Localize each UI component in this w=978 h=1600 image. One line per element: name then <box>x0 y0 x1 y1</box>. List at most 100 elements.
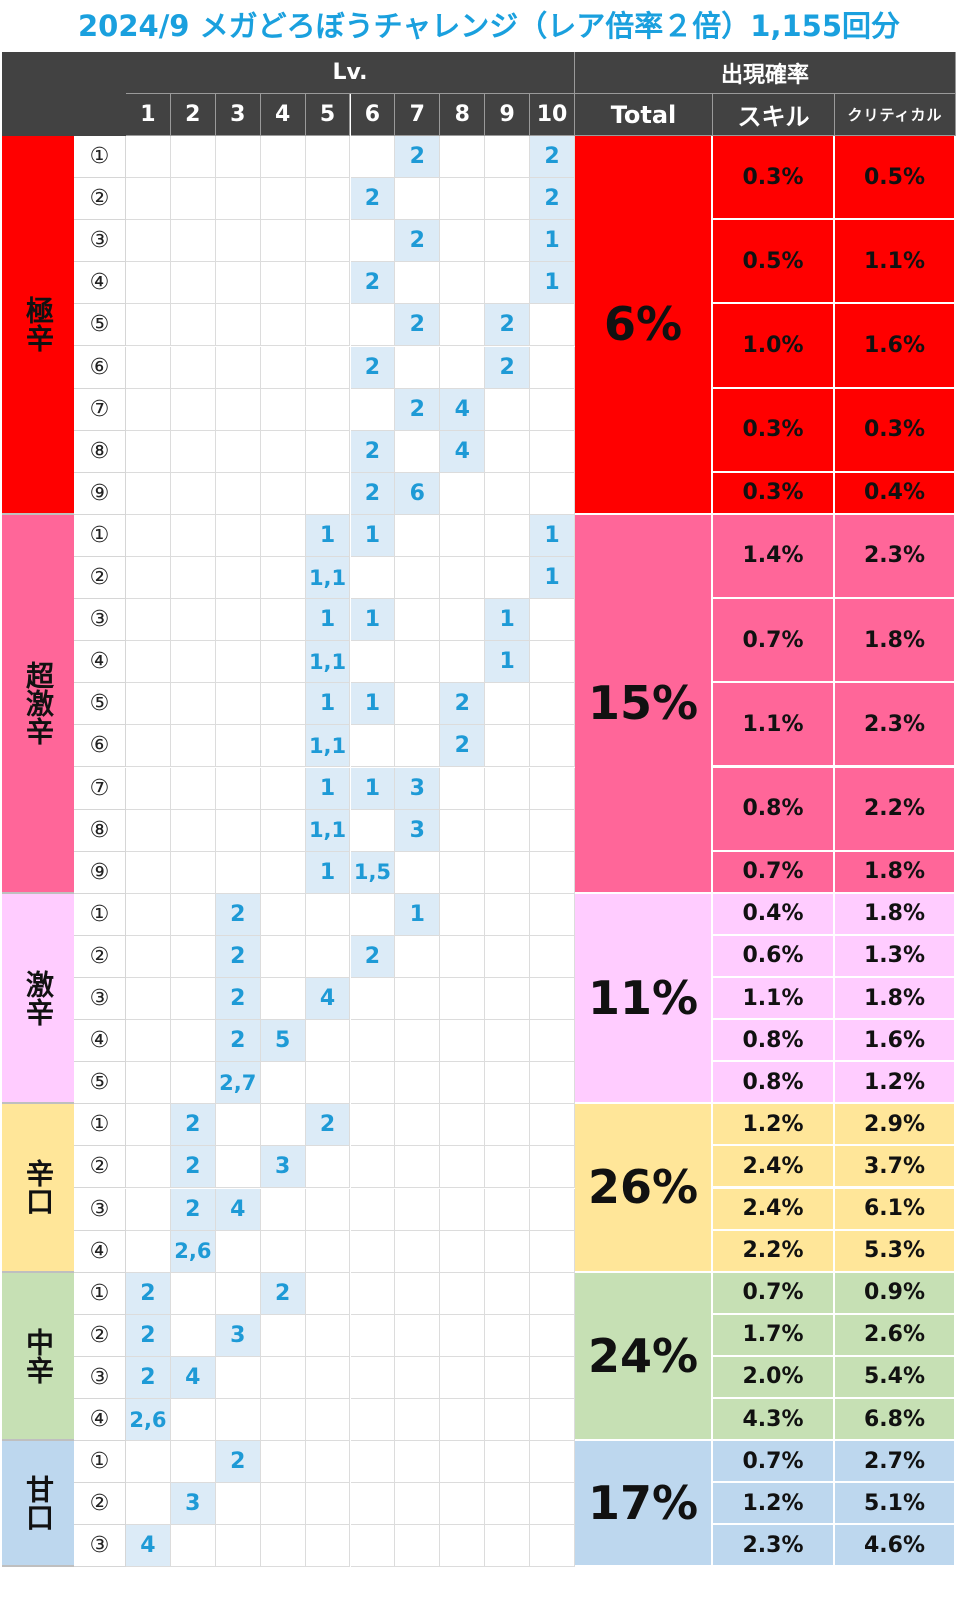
skill-rate: 1.2% <box>713 1104 835 1147</box>
skill-rate: 2.0% <box>713 1356 835 1399</box>
level-value: 1,1 <box>305 809 351 852</box>
level-cell <box>485 725 531 768</box>
level-cell <box>530 346 575 389</box>
level-cell <box>530 1441 575 1484</box>
level-cell <box>395 725 441 768</box>
level-cell <box>170 220 216 263</box>
level-cell <box>260 388 306 431</box>
level-cell <box>395 1441 441 1484</box>
level-cell <box>530 1146 575 1189</box>
row-number: ② <box>74 1483 126 1526</box>
level-cell <box>126 978 171 1021</box>
level-value: 2 <box>170 1188 216 1231</box>
level-cell <box>260 851 306 894</box>
level-value: 2 <box>395 304 441 347</box>
level-cell <box>395 1062 441 1105</box>
level-cell <box>395 430 441 473</box>
level-cell <box>126 767 171 810</box>
level-cell <box>260 683 306 726</box>
level-cell <box>530 641 575 684</box>
level-cell <box>440 136 486 179</box>
row-number: ① <box>74 1272 126 1315</box>
row-number: ② <box>74 557 126 600</box>
level-cell <box>260 557 306 600</box>
level-value: 2 <box>350 178 396 221</box>
level-value: 2 <box>350 430 396 473</box>
level-cell <box>350 809 396 852</box>
level-cell <box>530 935 575 978</box>
level-value: 1 <box>485 641 531 684</box>
row-number: ② <box>74 178 126 221</box>
critical-rate: 1.2% <box>835 1062 956 1105</box>
level-cell <box>126 472 171 515</box>
level-cell <box>350 557 396 600</box>
category-label: 激辛 <box>2 893 74 1105</box>
header-lv: Lv. <box>126 52 575 94</box>
level-cell <box>350 1062 396 1105</box>
level-cell <box>440 935 486 978</box>
level-cell <box>260 1483 306 1526</box>
level-cell <box>440 978 486 1021</box>
level-value: 1 <box>530 514 575 557</box>
level-cell <box>215 346 261 389</box>
level-cell <box>305 1356 351 1399</box>
level-cell <box>530 809 575 852</box>
level-cell <box>350 1020 396 1063</box>
level-cell <box>215 514 261 557</box>
level-cell <box>440 1525 486 1568</box>
level-cell <box>126 136 171 179</box>
level-cell <box>126 262 171 305</box>
level-cell <box>395 1483 441 1526</box>
level-cell <box>440 220 486 263</box>
level-cell <box>215 304 261 347</box>
level-cell <box>260 1062 306 1105</box>
critical-rate: 1.8% <box>835 893 956 936</box>
level-value: 1 <box>350 683 396 726</box>
level-cell <box>530 388 575 431</box>
level-cell <box>170 178 216 221</box>
level-value: 1 <box>350 599 396 642</box>
level-cell <box>485 178 531 221</box>
row-number: ⑤ <box>74 1062 126 1105</box>
level-cell <box>170 809 216 852</box>
level-cell <box>126 893 171 936</box>
level-cell <box>260 1399 306 1442</box>
level-cell <box>350 1483 396 1526</box>
level-cell <box>170 893 216 936</box>
level-cell <box>350 1525 396 1568</box>
level-cell <box>440 1230 486 1273</box>
level-cell <box>126 851 171 894</box>
level-cell <box>305 1314 351 1357</box>
header-rate: 出現確率 <box>575 52 956 94</box>
level-cell <box>170 851 216 894</box>
row-number: ① <box>74 1441 126 1484</box>
skill-rate: 0.3% <box>713 136 835 221</box>
level-cell <box>485 220 531 263</box>
level-cell <box>350 304 396 347</box>
level-cell <box>260 430 306 473</box>
level-cell <box>126 641 171 684</box>
level-cell <box>440 767 486 810</box>
level-cell <box>215 1525 261 1568</box>
level-value: 2,6 <box>126 1399 171 1442</box>
level-cell <box>485 893 531 936</box>
skill-rate: 0.5% <box>713 220 835 305</box>
row-number: ④ <box>74 641 126 684</box>
level-cell <box>485 809 531 852</box>
level-cell <box>485 1272 531 1315</box>
level-cell <box>395 851 441 894</box>
level-cell <box>170 430 216 473</box>
row-number: ③ <box>74 220 126 263</box>
level-cell <box>260 514 306 557</box>
critical-rate: 5.4% <box>835 1356 956 1399</box>
level-cell <box>260 641 306 684</box>
row-number: ⑧ <box>74 430 126 473</box>
level-cell <box>215 809 261 852</box>
critical-rate: 3.7% <box>835 1146 956 1189</box>
level-cell <box>530 430 575 473</box>
level-value: 3 <box>170 1483 216 1526</box>
level-cell <box>485 472 531 515</box>
level-cell <box>530 599 575 642</box>
level-cell <box>170 599 216 642</box>
level-value: 1 <box>305 599 351 642</box>
